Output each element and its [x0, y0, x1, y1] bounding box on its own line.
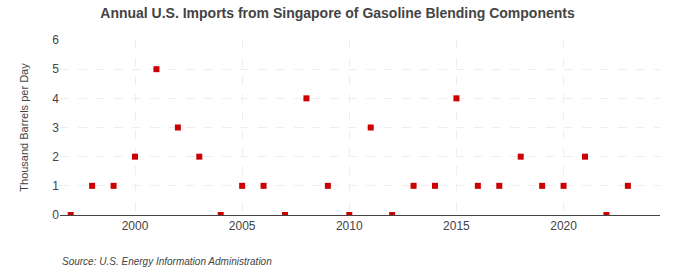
svg-text:Annual U.S. Imports from Singa: Annual U.S. Imports from Singapore of Ga…	[100, 5, 575, 21]
svg-text:2005: 2005	[229, 219, 256, 233]
svg-text:2020: 2020	[550, 219, 577, 233]
svg-text:2000: 2000	[122, 219, 149, 233]
svg-text:2010: 2010	[336, 219, 363, 233]
svg-text:6: 6	[52, 33, 59, 47]
svg-text:5: 5	[52, 62, 59, 76]
svg-text:1: 1	[52, 179, 59, 193]
svg-text:2015: 2015	[443, 219, 470, 233]
svg-text:0: 0	[52, 208, 59, 222]
svg-text:Thousand Barrels per Day: Thousand Barrels per Day	[18, 63, 30, 192]
svg-text:3: 3	[52, 121, 59, 135]
svg-text:Source: U.S. Energy Informatio: Source: U.S. Energy Information Administ…	[62, 256, 272, 267]
svg-text:2: 2	[52, 150, 59, 164]
svg-text:4: 4	[52, 92, 59, 106]
